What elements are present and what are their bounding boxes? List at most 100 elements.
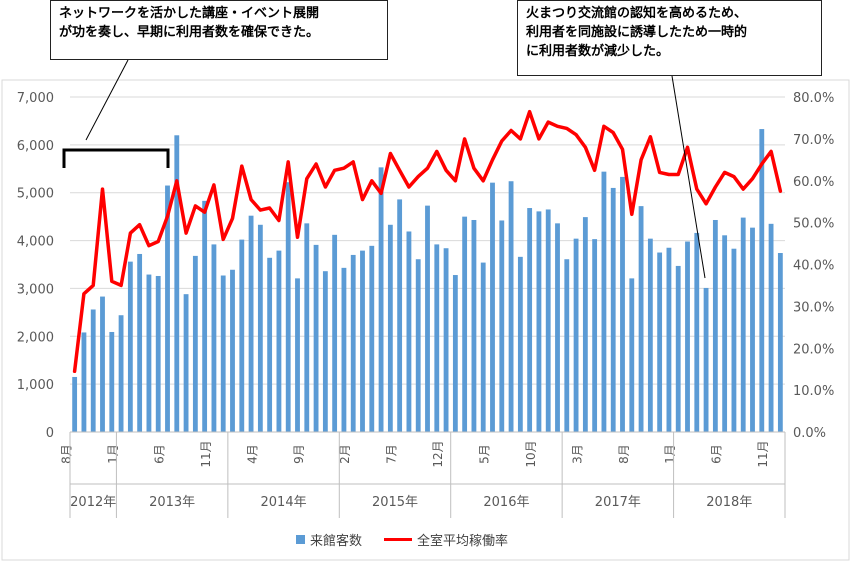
bar	[118, 315, 124, 432]
x-month-label: 8月	[60, 444, 74, 464]
bar	[192, 255, 198, 432]
legend-item-visitors: 来館客数	[296, 530, 362, 549]
callout-right-line-2: 利用者を同施設に誘導したため一時的	[526, 25, 748, 40]
y-left-tick-label: 2,000	[17, 330, 54, 345]
bar	[508, 181, 514, 432]
bar	[703, 287, 709, 432]
bar	[629, 278, 635, 432]
x-axis: 8月 1月 6月 11月 4月 9月 2月 7月 12月 5月 10月 3月 8月 1月 6月 11月 2012…	[60, 431, 786, 518]
bar	[90, 309, 96, 432]
bar	[267, 257, 273, 432]
y-right-tick-label: 0.0%	[793, 426, 826, 441]
bar	[555, 223, 560, 432]
y-right-tick-label: 10.0%	[793, 384, 834, 399]
x-month-label: 12月	[431, 440, 445, 467]
bar	[155, 275, 161, 432]
bar	[434, 244, 440, 432]
x-month-label: 5月	[478, 444, 492, 464]
x-year-label: 2012年	[70, 495, 116, 510]
callout-left-pointer	[85, 59, 129, 141]
bar	[517, 256, 523, 432]
x-month-label: 1月	[106, 444, 120, 464]
x-year-label: 2017年	[595, 495, 641, 510]
bar	[183, 294, 189, 432]
bar	[276, 250, 282, 432]
bar	[536, 211, 542, 432]
bar	[527, 208, 533, 432]
x-month-label: 10月	[524, 440, 538, 467]
bar	[146, 274, 152, 432]
y-left-tick-label: 3,000	[17, 282, 54, 297]
legend: 来館客数 全室平均稼働率	[296, 529, 530, 549]
bar	[332, 234, 338, 432]
bar	[360, 250, 365, 432]
callout-network-events: ネットワークを活かした講座・イベント展開 が功を奏し、早期に利用者数を確保できた…	[50, 0, 388, 60]
bar	[777, 253, 783, 432]
bar	[341, 267, 347, 432]
bar	[610, 187, 616, 432]
x-year-label: 2013年	[149, 495, 195, 510]
legend-label-occupancy: 全室平均稼働率	[417, 533, 509, 549]
bar	[545, 209, 551, 432]
y-right-tick-label: 20.0%	[793, 342, 834, 357]
y-right-tick-label: 40.0%	[793, 259, 834, 274]
bar	[480, 262, 486, 432]
bar	[638, 206, 644, 432]
bar	[592, 239, 598, 432]
line-series-occupancy	[72, 109, 783, 374]
plot-area-border	[1, 79, 850, 561]
bar	[230, 269, 235, 432]
bar	[350, 254, 356, 432]
x-month-label: 11月	[756, 440, 770, 467]
y-left-tick-label: 0	[46, 426, 54, 441]
callout-right-pointer	[671, 75, 706, 279]
callout-left-line-1: ネットワークを活かした講座・イベント展開	[59, 6, 320, 21]
bar	[582, 217, 588, 432]
bar	[499, 220, 505, 432]
bar	[239, 239, 245, 432]
callout-right-line-1: 火まつり交流館の認知を高めるため、	[526, 6, 748, 21]
bar	[675, 265, 681, 432]
bar	[313, 244, 319, 432]
bar	[712, 219, 718, 432]
bar	[322, 271, 328, 432]
y-right-tick-label: 70.0%	[793, 133, 834, 148]
bar	[165, 185, 170, 432]
bar	[109, 331, 115, 432]
callout-right-line-3: に利用者数が減少した。	[526, 44, 670, 59]
bar	[471, 219, 477, 432]
bar	[295, 278, 300, 432]
x-year-label: 2018年	[706, 495, 752, 510]
bar	[387, 224, 393, 432]
y-left-tick-label: 4,000	[17, 235, 54, 250]
callout-left-line-2: が功を奏し、早期に利用者数を確保できた。	[59, 25, 320, 40]
bar	[722, 235, 728, 432]
bar	[285, 182, 291, 432]
bar	[211, 244, 217, 432]
bar	[72, 376, 78, 432]
bar	[406, 231, 412, 432]
bar	[740, 217, 746, 432]
y-right-tick-label: 30.0%	[793, 300, 834, 315]
left-axis-ticks: 0 1,000 2,000 3,000 4,000 5,000 6,000 7,000	[17, 91, 54, 441]
x-month-label: 9月	[292, 444, 306, 464]
x-year-label: 2014年	[261, 495, 307, 510]
bar	[174, 135, 180, 433]
bar	[573, 238, 579, 432]
x-month-label: 3月	[570, 444, 584, 464]
bar	[81, 332, 87, 432]
bar	[443, 248, 449, 432]
bar	[257, 224, 263, 432]
right-axis-ticks: 0.0% 10.0% 20.0% 30.0% 40.0% 50.0% 60.0% 70.0% 8…	[793, 91, 834, 441]
y-right-tick-label: 60.0%	[793, 175, 834, 190]
bar	[731, 248, 737, 432]
bar	[685, 241, 690, 432]
legend-line-swatch	[384, 537, 413, 541]
legend-item-occupancy: 全室平均稼働率	[384, 530, 508, 549]
bar	[452, 275, 458, 432]
bar	[759, 129, 765, 433]
x-month-label: 2月	[338, 444, 352, 464]
x-year-label: 2015年	[372, 495, 418, 510]
callout-visitor-decrease: 火まつり交流館の認知を高めるため、 利用者を同施設に誘導したため一時的 に利用者…	[517, 0, 822, 76]
